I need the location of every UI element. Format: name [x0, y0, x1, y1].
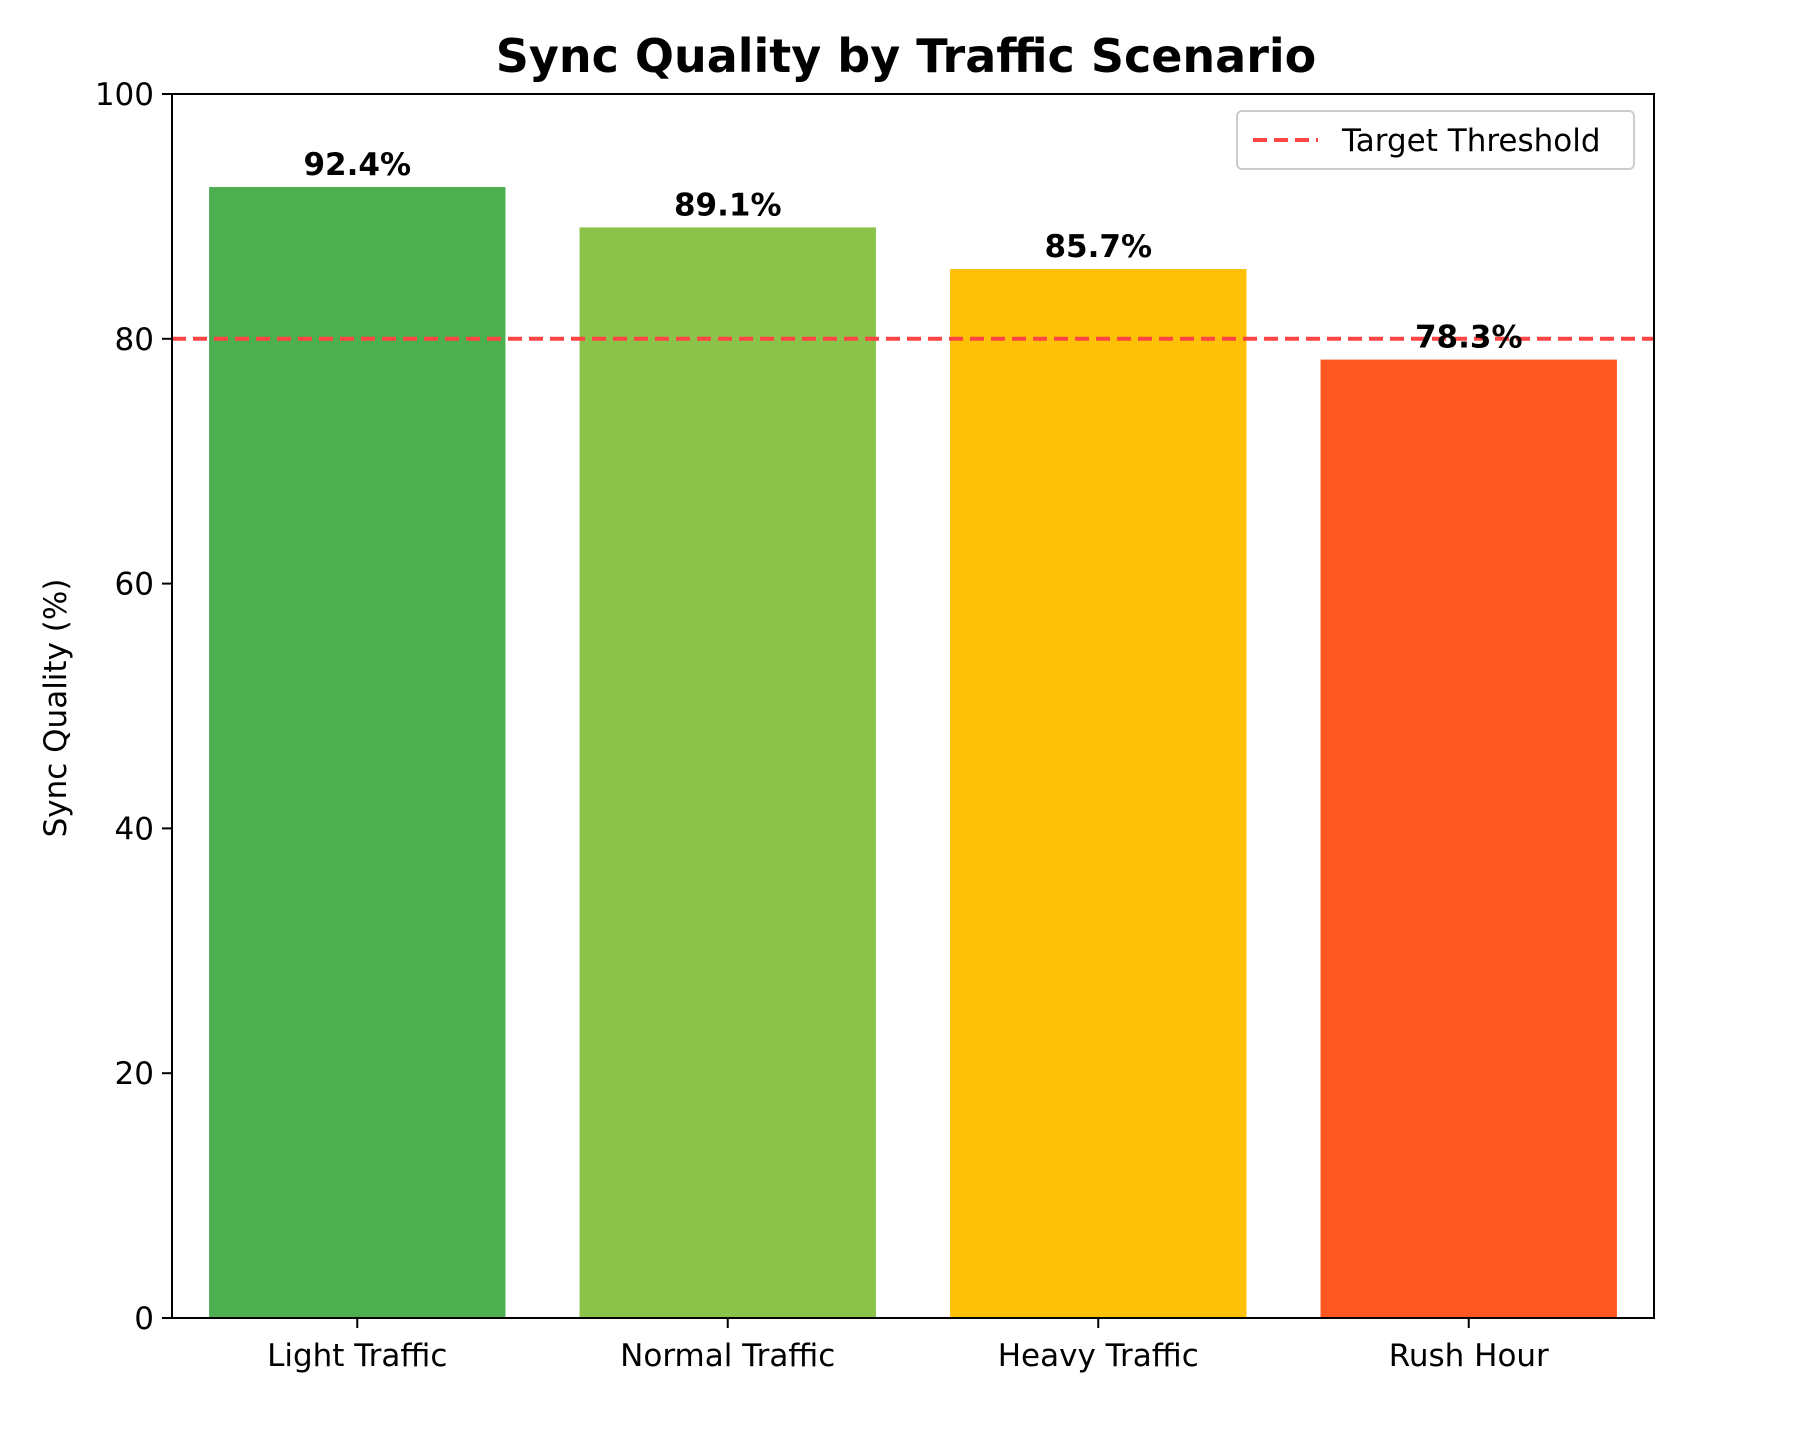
x-tick-label-3: Rush Hour	[1389, 1338, 1549, 1374]
bar-2	[950, 269, 1247, 1319]
y-tick-label-40: 40	[115, 811, 154, 847]
legend-label-threshold: Target Threshold	[1341, 123, 1601, 159]
y-axis-label: Sync Quality (%)	[38, 579, 74, 838]
data-label-0: 92.4%	[303, 147, 411, 183]
legend-frame	[1236, 110, 1635, 170]
bar-1	[579, 227, 876, 1318]
x-tick-label-1: Normal Traffic	[620, 1338, 835, 1374]
legend: Target Threshold	[1236, 110, 1635, 170]
bar-3	[1320, 359, 1617, 1318]
y-tick-label-0: 0	[134, 1301, 154, 1337]
plot-area: 92.4% 89.1% 85.7% 78.3% 0 20 40 60 80 100 Light Tr…	[95, 77, 1655, 1374]
chart-title: Sync Quality by Traffic Scenario	[496, 29, 1317, 83]
data-label-3: 78.3%	[1415, 320, 1523, 356]
y-tick-label-80: 80	[115, 322, 154, 358]
y-tick-label-20: 20	[115, 1056, 154, 1092]
x-tick-label-2: Heavy Traffic	[998, 1338, 1199, 1374]
y-tick-label-60: 60	[115, 567, 154, 603]
axes-frame	[171, 93, 1655, 1319]
y-tick-label-100: 100	[95, 77, 154, 113]
x-tick-label-0: Light Traffic	[267, 1338, 447, 1374]
data-label-1: 89.1%	[674, 187, 782, 223]
data-label-2: 85.7%	[1044, 229, 1152, 265]
bar-0	[209, 187, 506, 1318]
